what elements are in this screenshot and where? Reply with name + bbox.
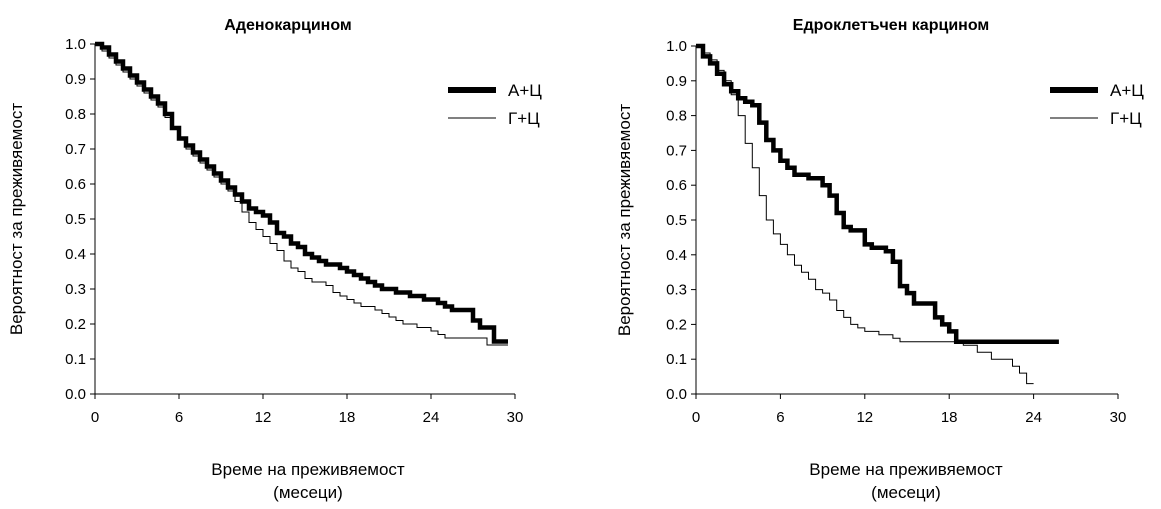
y-tick-label: 0.7 <box>666 142 687 159</box>
y-tick-label: 0.2 <box>65 316 86 333</box>
y-tick-label: 0.8 <box>666 108 687 125</box>
legend-label: Г+Ц <box>1110 109 1142 128</box>
legend-label: А+Ц <box>1110 81 1144 100</box>
series-line-thin <box>95 43 508 346</box>
series-line-thin <box>696 45 1034 385</box>
y-tick-label: 0.6 <box>65 176 86 193</box>
y-tick-label: 0.8 <box>65 106 86 123</box>
y-tick-label: 0.1 <box>65 351 86 368</box>
x-tick-label: 6 <box>776 409 784 426</box>
y-axis-label: Вероятност за преживяемост <box>615 104 634 336</box>
y-tick-label: 0.5 <box>65 211 86 228</box>
y-tick-label: 0.4 <box>666 247 687 264</box>
x-axis-label: Време на преживяемост <box>211 460 405 479</box>
x-tick-label: 12 <box>255 409 272 426</box>
y-tick-label: 0.2 <box>666 316 687 333</box>
y-tick-label: 0.9 <box>65 71 86 88</box>
y-tick-label: 0.9 <box>666 73 687 90</box>
x-tick-label: 0 <box>692 409 700 426</box>
y-tick-label: 0.3 <box>666 282 687 299</box>
x-tick-label: 24 <box>423 409 440 426</box>
chart-title: Едроклетъчен карцином <box>793 17 989 34</box>
y-tick-label: 0.6 <box>666 177 687 194</box>
legend-label: А+Ц <box>508 81 542 100</box>
x-tick-label: 30 <box>507 409 524 426</box>
series-line-thick <box>696 43 1059 345</box>
y-tick-label: 0.5 <box>666 212 687 229</box>
x-axis-label: Време на преживяемост <box>809 460 1003 479</box>
x-tick-label: 6 <box>175 409 183 426</box>
y-tick-label: 0.0 <box>666 386 687 403</box>
y-tick-label: 1.0 <box>65 36 86 53</box>
y-tick-label: 0.4 <box>65 246 86 263</box>
y-tick-label: 1.0 <box>666 38 687 55</box>
legend-label: Г+Ц <box>508 109 540 128</box>
y-tick-label: 0.0 <box>65 386 86 403</box>
chart-title: Аденокарцином <box>224 17 351 34</box>
x-tick-label: 30 <box>1110 409 1127 426</box>
y-tick-label: 0.3 <box>65 281 86 298</box>
x-axis-label-units: (месеци) <box>871 483 941 502</box>
y-tick-label: 0.1 <box>666 351 687 368</box>
x-tick-label: 18 <box>339 409 356 426</box>
chart-panel-2: 0.0 0.1 0.2 0.3 0.4 0.5 0.6 0.7 0.8 0.9 1.0 0 6 12 18 2… <box>615 17 1144 502</box>
x-tick-label: 0 <box>91 409 99 426</box>
x-tick-label: 12 <box>856 409 873 426</box>
x-tick-label: 24 <box>1025 409 1042 426</box>
x-axis-label-units: (месеци) <box>273 483 343 502</box>
x-tick-label: 18 <box>941 409 958 426</box>
series-line-thick <box>95 41 508 344</box>
chart-panel-1: 0.0 0.1 0.2 0.3 0.4 0.5 0.6 0.7 0.8 0.9 1.0 0 6 12 18 2… <box>7 17 542 502</box>
y-axis-label: Вероятност за преживяемост <box>7 103 26 335</box>
y-tick-label: 0.7 <box>65 141 86 158</box>
